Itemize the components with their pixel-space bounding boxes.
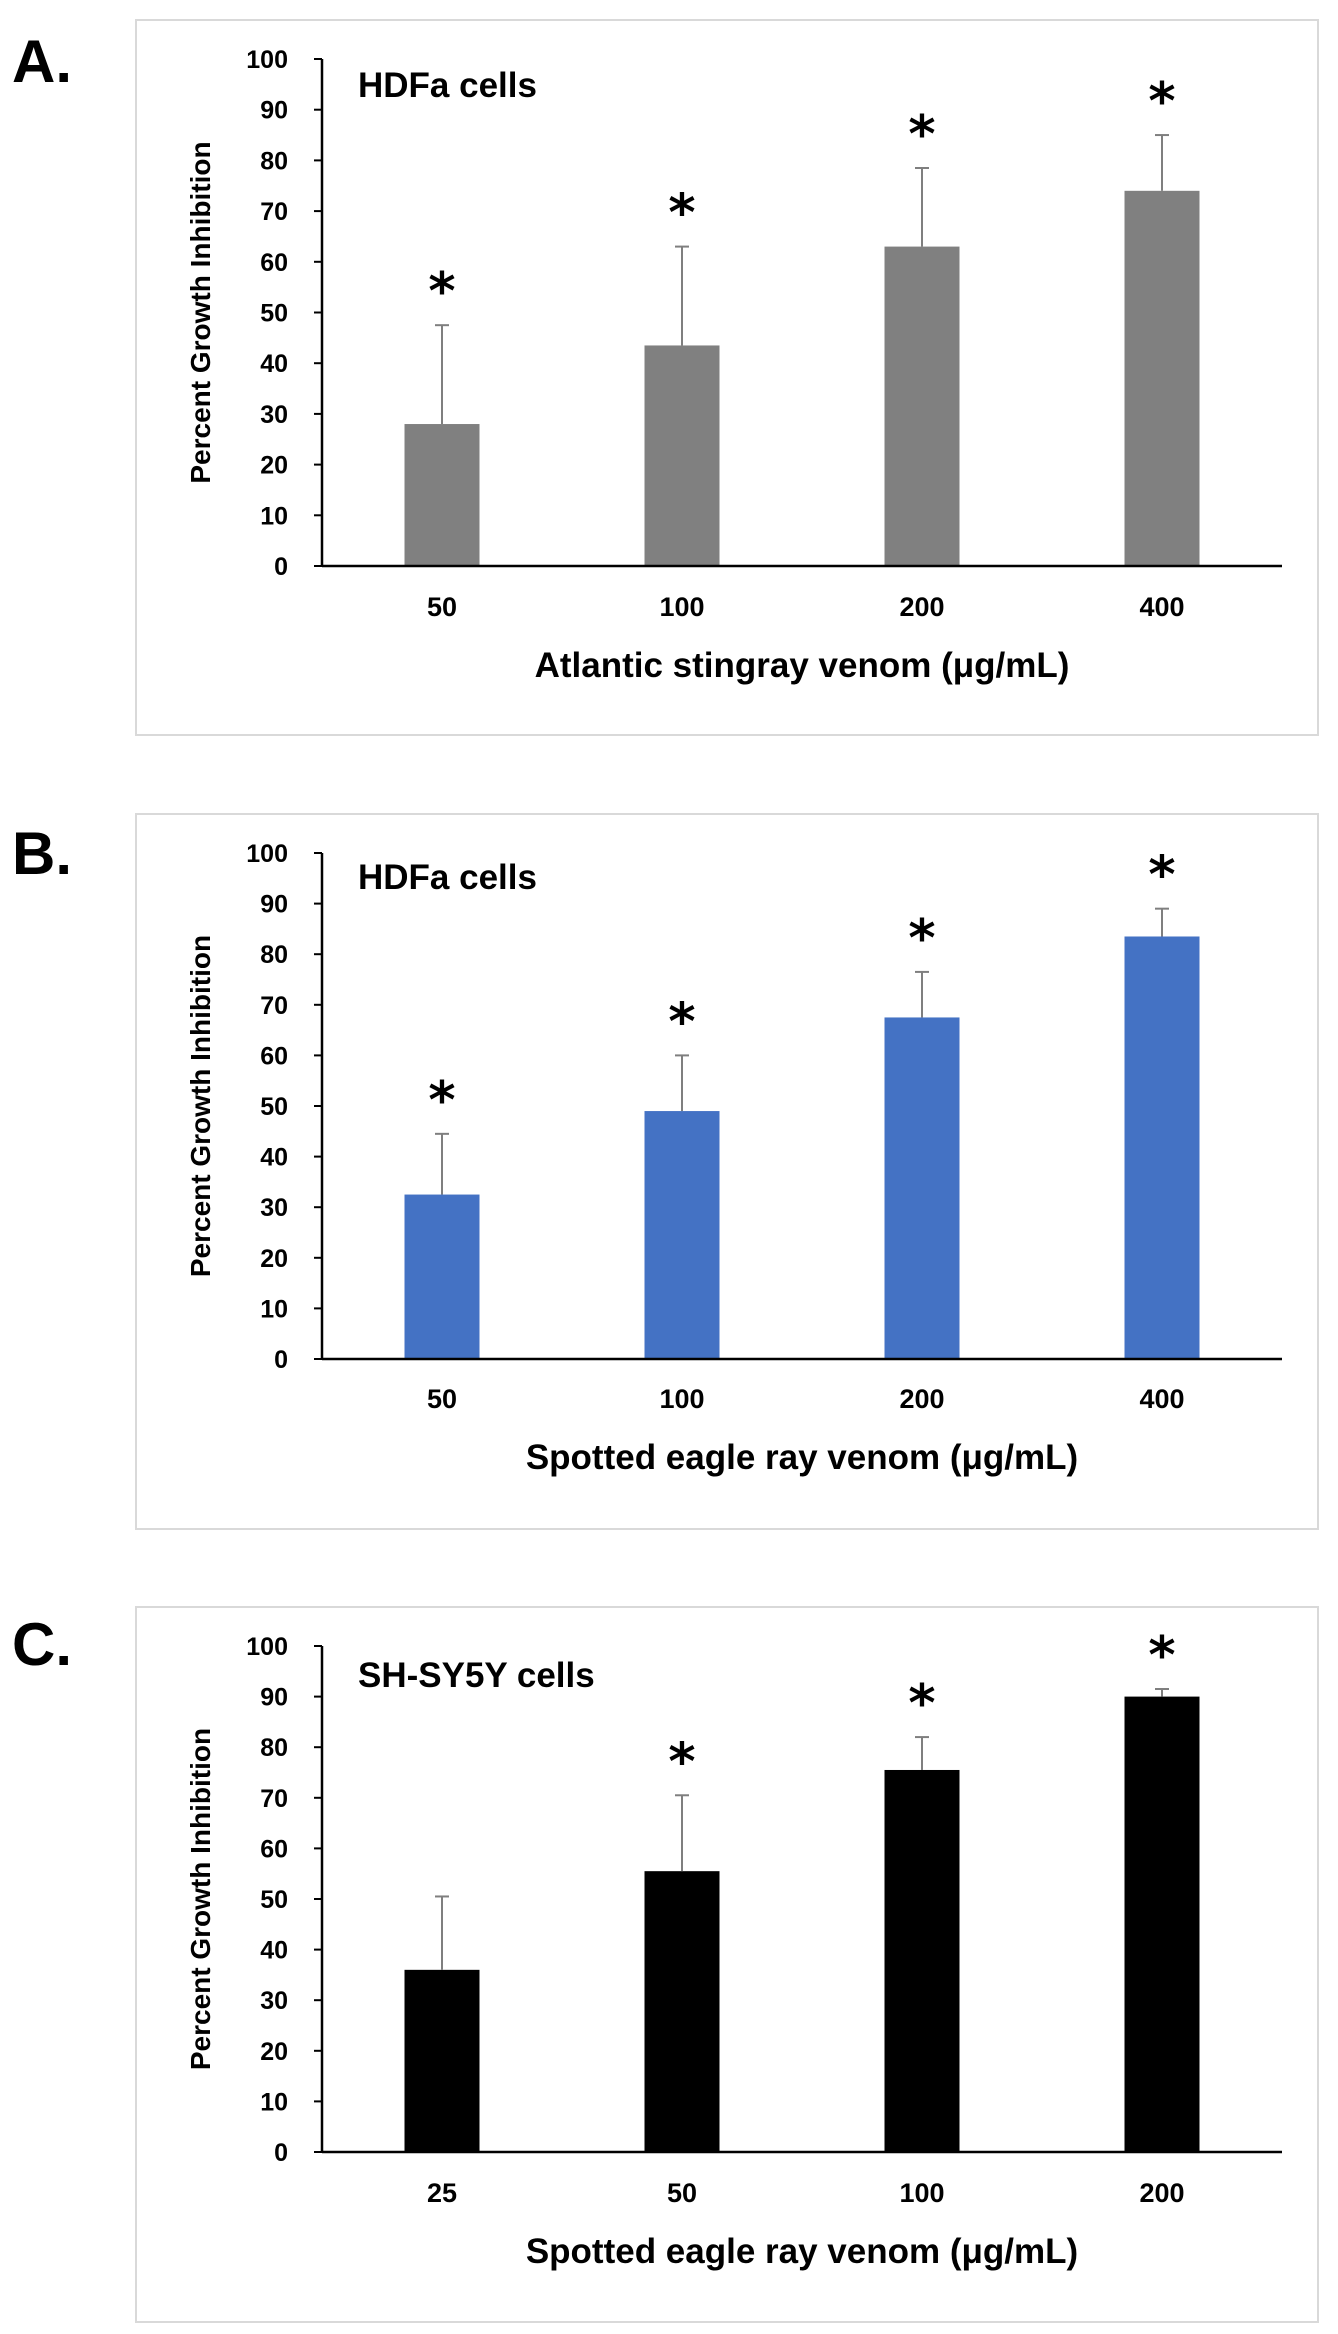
chart-panel-1: A. 0 10 20 30 40 50 60 70 80 90 100 Percent Growth I…: [12, 19, 1319, 736]
y-tick-label: 40: [260, 350, 288, 378]
y-tick-label: 90: [260, 891, 288, 919]
y-tick-label: 20: [260, 2038, 288, 2066]
y-tick-label: 0: [274, 553, 288, 581]
bar: [404, 424, 480, 566]
bar: [1124, 190, 1200, 566]
x-axis-title: Spotted eagle ray venom (μg/mL): [526, 1438, 1078, 1477]
chart-frame: [135, 813, 1319, 1530]
significance-star: *: [908, 909, 935, 969]
x-tick-label: 100: [899, 2178, 944, 2208]
y-tick-label: 30: [260, 401, 288, 429]
significance-star: *: [668, 1732, 695, 1792]
panel-label: C.: [12, 1611, 72, 1678]
x-tick-label: 50: [667, 2178, 697, 2208]
y-tick-label: 10: [260, 1295, 288, 1323]
significance-star: *: [668, 184, 695, 244]
significance-star: *: [428, 262, 455, 322]
y-tick-label: 50: [260, 1093, 288, 1121]
x-tick-label: 100: [659, 1384, 704, 1414]
bar: [404, 1194, 480, 1359]
x-tick-label: 50: [427, 592, 457, 622]
y-tick-label: 30: [260, 1987, 288, 2015]
bar: [644, 1111, 720, 1359]
chart-panel-2: B. 0 10 20 30 40 50 60 70 80 90 100 Percent Growth I…: [12, 813, 1319, 1530]
y-tick-label: 50: [260, 300, 288, 328]
y-tick-label: 0: [274, 2139, 288, 2167]
bar: [1124, 1696, 1200, 2152]
y-tick-label: 20: [260, 1245, 288, 1273]
y-tick-label: 60: [260, 249, 288, 277]
y-tick-label: 80: [260, 941, 288, 969]
bar: [404, 1969, 480, 2152]
bar: [884, 246, 960, 566]
chart-title: HDFa cells: [358, 66, 537, 105]
panel-label: B.: [12, 820, 72, 887]
chart-title: SH-SY5Y cells: [358, 1656, 595, 1695]
y-tick-label: 20: [260, 452, 288, 480]
y-axis-title: Percent Growth Inhibition: [185, 1728, 216, 2070]
significance-star: *: [908, 105, 935, 165]
x-tick-label: 200: [899, 1384, 944, 1414]
y-tick-label: 90: [260, 97, 288, 125]
y-tick-label: 80: [260, 147, 288, 175]
chart-panel-3: C. 0 10 20 30 40 50 60 70 80 90 100 Percent Growth I…: [12, 1606, 1319, 2323]
y-tick-label: 100: [246, 46, 288, 74]
x-tick-label: 25: [427, 2178, 457, 2208]
y-tick-label: 60: [260, 1042, 288, 1070]
chart-frame: [135, 19, 1319, 736]
panel-label: A.: [12, 28, 72, 95]
bar: [884, 1769, 960, 2152]
significance-star: *: [668, 992, 695, 1052]
y-tick-label: 0: [274, 1346, 288, 1374]
x-tick-label: 200: [1139, 2178, 1184, 2208]
y-tick-label: 100: [246, 1633, 288, 1661]
chart-frame: [135, 1606, 1319, 2323]
x-tick-label: 400: [1139, 1384, 1184, 1414]
y-axis-title: Percent Growth Inhibition: [185, 935, 216, 1277]
y-tick-label: 40: [260, 1937, 288, 1965]
y-tick-label: 30: [260, 1194, 288, 1222]
x-tick-label: 200: [899, 592, 944, 622]
chart-title: HDFa cells: [358, 858, 537, 897]
y-tick-label: 10: [260, 2088, 288, 2116]
y-tick-label: 60: [260, 1835, 288, 1863]
y-tick-label: 70: [260, 992, 288, 1020]
significance-star: *: [908, 1674, 935, 1734]
significance-star: *: [428, 1071, 455, 1131]
x-axis-title: Spotted eagle ray venom (μg/mL): [526, 2232, 1078, 2271]
y-tick-label: 70: [260, 198, 288, 226]
x-tick-label: 100: [659, 592, 704, 622]
bar: [644, 345, 720, 566]
y-tick-label: 100: [246, 840, 288, 868]
y-tick-label: 90: [260, 1684, 288, 1712]
x-tick-label: 50: [427, 1384, 457, 1414]
y-tick-label: 50: [260, 1886, 288, 1914]
significance-star: *: [1148, 846, 1175, 906]
y-tick-label: 70: [260, 1785, 288, 1813]
y-tick-label: 10: [260, 502, 288, 530]
x-axis-title: Atlantic stingray venom (μg/mL): [535, 646, 1070, 685]
significance-star: *: [1148, 72, 1175, 132]
y-tick-label: 80: [260, 1734, 288, 1762]
significance-star: *: [1148, 1626, 1175, 1686]
bar: [644, 1871, 720, 2152]
x-tick-label: 400: [1139, 592, 1184, 622]
y-axis-title: Percent Growth Inhibition: [185, 141, 216, 483]
bar: [1124, 936, 1200, 1359]
bar: [884, 1017, 960, 1359]
y-tick-label: 40: [260, 1144, 288, 1172]
